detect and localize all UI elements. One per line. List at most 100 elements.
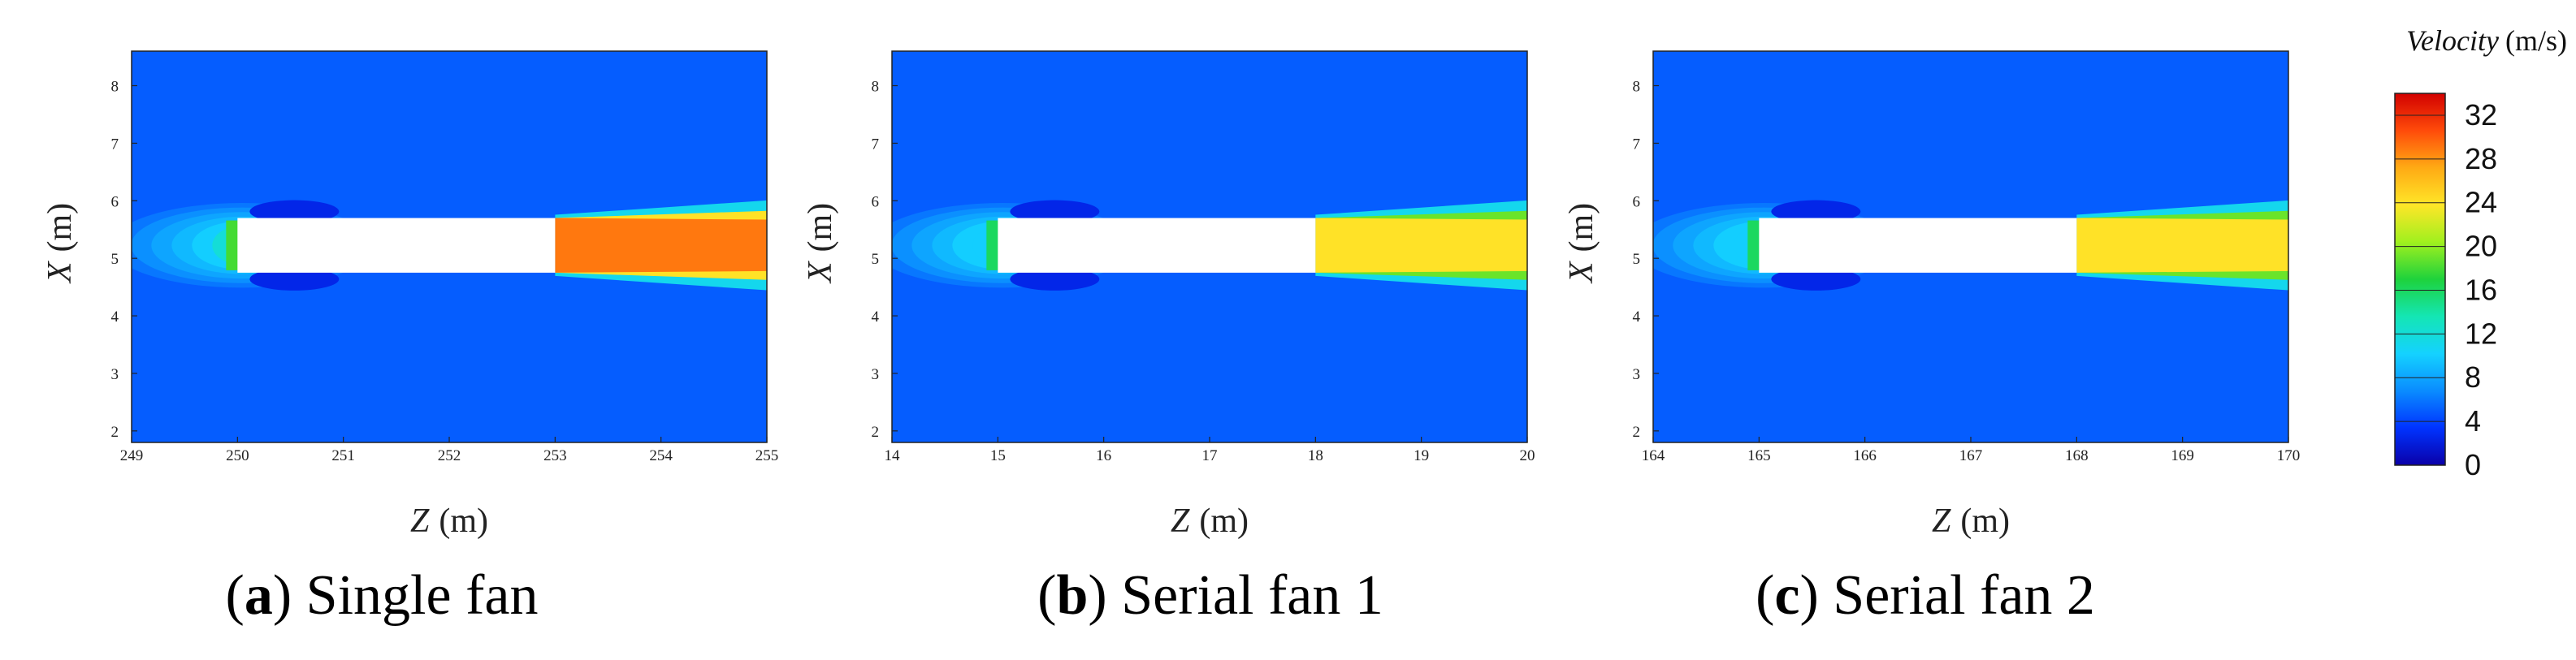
colorbar: 0 4 8 12 16 20 24 28 32 Velocity (m/s) — [2394, 24, 2567, 481]
caption-text: ) Serial fan 2 — [1799, 564, 2094, 627]
x-tick-label: 251 — [331, 447, 355, 464]
caption-letter: c — [1774, 564, 1799, 627]
x-tick-label: 164 — [1642, 447, 1665, 464]
x-tick-label: 14 — [885, 447, 901, 464]
low-speed-zone — [249, 267, 340, 291]
y-tick-label: 4 — [1633, 308, 1641, 326]
x-tick-label: 15 — [990, 447, 1006, 464]
y-tick-label: 5 — [1633, 251, 1641, 268]
low-speed-zone — [1010, 200, 1100, 223]
y-tick-label: 7 — [872, 136, 880, 153]
fan-inlet — [986, 220, 1000, 270]
y-tick-label: 3 — [111, 366, 119, 383]
x-tick-label: 18 — [1308, 447, 1323, 464]
x-tick-label: 165 — [1747, 447, 1771, 464]
x-tick-label: 169 — [2171, 447, 2194, 464]
colorbar-tick-label: 28 — [2465, 142, 2497, 175]
y-axis-variable: X — [41, 260, 79, 284]
fan-body — [998, 218, 1316, 273]
x-axis-unit: (m) — [439, 503, 488, 540]
y-tick-label: 3 — [1633, 366, 1641, 383]
y-axis-unit: (m) — [41, 203, 79, 252]
y-tick-label: 2 — [1633, 424, 1641, 441]
y-tick-label: 5 — [872, 251, 880, 268]
y-tick-label: 6 — [111, 193, 119, 210]
y-axis-label: X (m) — [1563, 203, 1600, 284]
low-speed-zone — [1010, 267, 1100, 291]
y-tick-label: 6 — [1633, 193, 1641, 210]
colorbar-tick-label: 4 — [2465, 404, 2481, 438]
y-tick-label: 4 — [111, 308, 119, 326]
velocity-field — [1653, 51, 2288, 442]
y-tick-label: 4 — [872, 308, 880, 326]
y-tick-label: 8 — [111, 79, 119, 96]
low-speed-zone — [249, 200, 340, 223]
y-tick-label: 8 — [872, 79, 880, 96]
x-tick-label: 250 — [226, 447, 249, 464]
x-axis-label: Z (m) — [410, 503, 488, 540]
colorbar-tick-label: 12 — [2465, 317, 2497, 350]
caption-text: ) Serial fan 1 — [1088, 564, 1383, 627]
fan-body — [1759, 218, 2077, 273]
x-axis-variable: Z — [1171, 503, 1190, 540]
y-tick-label: 8 — [1633, 79, 1641, 96]
jet-core — [2076, 218, 2288, 273]
x-tick-label: 166 — [1853, 447, 1877, 464]
caption-text: ) Single fan — [273, 564, 539, 627]
x-tick-label: 20 — [1520, 447, 1535, 464]
y-axis-variable: X — [1563, 260, 1600, 284]
x-axis-label: Z (m) — [1171, 503, 1249, 540]
colorbar-tick-label: 24 — [2465, 186, 2497, 219]
x-tick-label: 167 — [1959, 447, 1983, 464]
x-tick-label: 17 — [1202, 447, 1218, 464]
x-axis-label: Z (m) — [1932, 503, 2010, 540]
x-tick-label: 253 — [543, 447, 567, 464]
fan-body — [237, 218, 556, 273]
velocity-field — [132, 51, 767, 442]
colorbar-gradient — [2394, 93, 2446, 466]
fan-inlet — [1747, 220, 1761, 270]
y-tick-label: 2 — [111, 424, 119, 441]
y-tick-label: 2 — [872, 424, 880, 441]
y-axis-label: X (m) — [41, 203, 79, 284]
panel-caption: (c) Serial fan 2 — [1756, 564, 2095, 627]
colorbar-tick-label: 32 — [2465, 98, 2497, 132]
x-tick-label: 254 — [649, 447, 673, 464]
jet-core — [555, 218, 767, 273]
x-tick-label: 252 — [438, 447, 461, 464]
x-tick-label: 249 — [120, 447, 144, 464]
colorbar-tick-label: 8 — [2465, 360, 2481, 394]
caption-letter: b — [1056, 564, 1088, 627]
y-axis-unit: (m) — [1563, 203, 1600, 252]
x-axis-unit: (m) — [1960, 503, 2010, 540]
fan-inlet — [226, 220, 240, 270]
x-tick-label: 255 — [755, 447, 779, 464]
x-tick-label: 16 — [1096, 447, 1111, 464]
x-axis-variable: Z — [410, 503, 430, 540]
y-axis-label: X (m) — [802, 203, 839, 284]
colorbar-title: Velocity (m/s) — [2406, 24, 2567, 57]
colorbar-variable: Velocity — [2406, 24, 2499, 57]
panel-caption: (b) Serial fan 1 — [1037, 564, 1383, 627]
colorbar-unit: (m/s) — [2505, 24, 2567, 57]
x-tick-label: 170 — [2277, 447, 2301, 464]
y-tick-label: 5 — [111, 251, 119, 268]
y-tick-label: 7 — [1633, 136, 1641, 153]
y-tick-label: 7 — [111, 136, 119, 153]
x-tick-label: 19 — [1414, 447, 1429, 464]
y-axis-variable: X — [802, 260, 839, 284]
low-speed-zone — [1771, 200, 1861, 223]
panel-caption: (a) Single fan — [226, 564, 539, 627]
x-tick-label: 168 — [2065, 447, 2089, 464]
velocity-field — [892, 51, 1527, 442]
colorbar-tick-label: 20 — [2465, 230, 2497, 263]
y-tick-label: 3 — [872, 366, 880, 383]
jet-core — [1315, 218, 1527, 273]
x-axis-variable: Z — [1932, 503, 1951, 540]
y-axis-unit: (m) — [802, 203, 839, 252]
colorbar-tick-label: 16 — [2465, 273, 2497, 306]
